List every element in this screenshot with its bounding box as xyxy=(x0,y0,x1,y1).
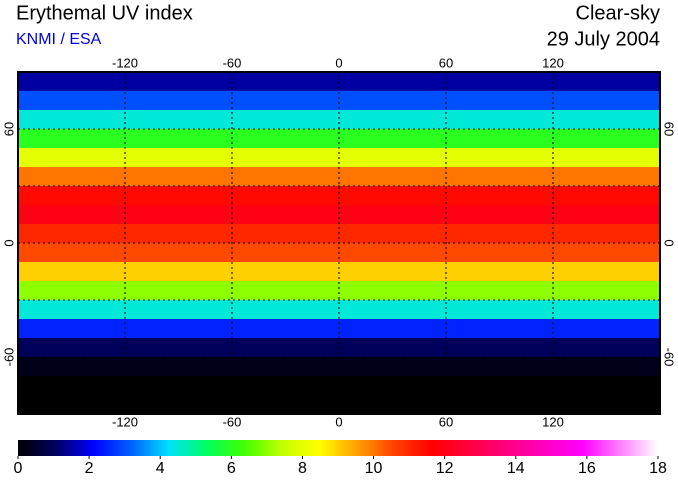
colorbar-tick-label: 4 xyxy=(156,460,165,477)
uv-band xyxy=(18,395,660,415)
map-frame xyxy=(17,71,661,415)
x-tick-label-bottom: -60 xyxy=(223,414,242,429)
y-tick-label-left: 0 xyxy=(1,239,16,246)
colorbar-tick-label: 12 xyxy=(436,460,454,477)
y-tick-label-right: -60 xyxy=(662,348,677,367)
condition: Clear-sky xyxy=(576,2,660,24)
x-tick-label-bottom: 0 xyxy=(335,414,342,429)
colorbar-tick-label: 16 xyxy=(578,460,596,477)
colorbar-tick-label: 14 xyxy=(507,460,525,477)
map xyxy=(18,72,660,415)
colorbar xyxy=(18,440,658,456)
y-tick-label-left: -60 xyxy=(1,348,16,367)
source: KNMI / ESA xyxy=(16,31,102,48)
x-tick-label-bottom: 120 xyxy=(542,414,564,429)
title: Erythemal UV index xyxy=(16,2,193,24)
x-tick-label-bottom: 60 xyxy=(439,414,453,429)
x-tick-label-top: 60 xyxy=(439,55,453,70)
uv-band xyxy=(18,262,660,282)
y-tick-label-right: 60 xyxy=(662,122,677,136)
x-tick-label-bottom: -120 xyxy=(112,414,138,429)
colorbar-tick-label: 6 xyxy=(227,460,236,477)
uv-band xyxy=(18,205,660,225)
uv-band xyxy=(18,357,660,377)
colorbar-tick-label: 0 xyxy=(14,460,23,477)
uv-band xyxy=(18,281,660,301)
colorbar-tick-label: 10 xyxy=(365,460,383,477)
y-tick-label-left: 60 xyxy=(1,122,16,136)
uv-band xyxy=(18,110,660,130)
x-tick-label-top: -120 xyxy=(112,55,138,70)
x-tick-label-top: -60 xyxy=(223,55,242,70)
uv-band xyxy=(18,72,660,92)
uv-band xyxy=(18,186,660,206)
colorbar-tick-label: 18 xyxy=(649,460,667,477)
uv-band xyxy=(18,376,660,396)
uv-band xyxy=(18,300,660,320)
uv-band xyxy=(18,167,660,187)
colorbar-tick-label: 8 xyxy=(298,460,307,477)
uv-band xyxy=(18,91,660,111)
y-tick-label-right: 0 xyxy=(662,239,677,246)
colorbar-tick-label: 2 xyxy=(85,460,94,477)
x-tick-label-top: 120 xyxy=(542,55,564,70)
x-tick-label-top: 0 xyxy=(335,55,342,70)
date: 29 July 2004 xyxy=(547,28,660,50)
